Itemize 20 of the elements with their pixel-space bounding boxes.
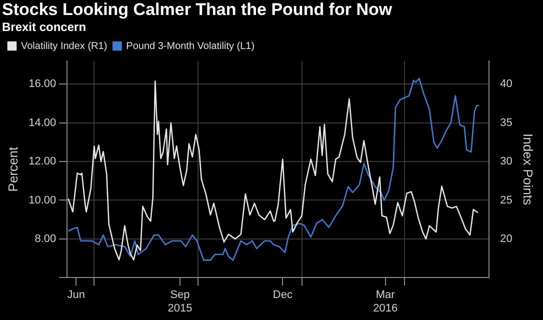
legend-label: Volatility Index (R1): [21, 40, 108, 52]
y2-tick-label: 30: [500, 156, 512, 168]
x-tick-label: Jun: [67, 289, 86, 302]
chart-title: Stocks Looking Calmer Than the Pound for Now: [1, 0, 394, 20]
chart-subtitle: Brexit concern: [1, 20, 88, 35]
y-tick-label: 8.00: [34, 232, 56, 245]
y2-tick-label: 25: [500, 194, 512, 206]
x-tick-label: Dec: [272, 289, 293, 302]
x-tick-label: Sep 2015: [168, 289, 192, 314]
y2-tick-label: 20: [500, 232, 512, 245]
y-tick-label: 10.00: [28, 194, 56, 206]
y2-tick-label: 40: [500, 78, 512, 90]
legend-label: Pound 3-Month Volatility (L1): [126, 40, 255, 52]
x-tick-label: Mar 2016: [373, 289, 398, 314]
y-tick-label: 16.00: [28, 78, 56, 90]
y-tick-label: 14.00: [28, 116, 56, 129]
y-tick-label: 12.00: [28, 156, 56, 168]
y-axis-title: Percent: [5, 146, 20, 192]
y2-axis-title: Index Points: [520, 134, 536, 206]
y2-tick-label: 35: [500, 116, 512, 129]
